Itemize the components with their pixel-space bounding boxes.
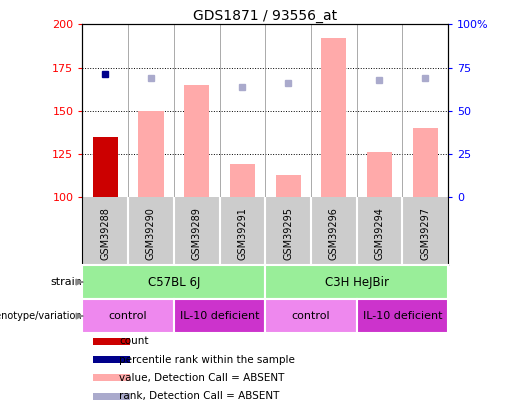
- Text: GSM39294: GSM39294: [374, 207, 385, 260]
- Text: count: count: [119, 336, 148, 346]
- Bar: [413, 128, 438, 197]
- Bar: [139, 111, 164, 197]
- Text: GSM39289: GSM39289: [192, 207, 202, 260]
- Bar: [230, 164, 255, 197]
- Bar: [367, 152, 392, 197]
- Text: percentile rank within the sample: percentile rank within the sample: [119, 354, 295, 364]
- Text: value, Detection Call = ABSENT: value, Detection Call = ABSENT: [119, 373, 284, 383]
- Bar: [174, 299, 265, 333]
- Text: rank, Detection Call = ABSENT: rank, Detection Call = ABSENT: [119, 391, 279, 401]
- Text: genotype/variation: genotype/variation: [0, 311, 82, 321]
- Text: GSM39291: GSM39291: [237, 207, 247, 260]
- Bar: [356, 299, 448, 333]
- Bar: [93, 136, 118, 197]
- Text: control: control: [291, 311, 330, 321]
- Text: GSM39296: GSM39296: [329, 207, 339, 260]
- Bar: [82, 265, 265, 299]
- Text: strain: strain: [50, 277, 82, 287]
- Bar: [93, 393, 130, 400]
- Title: GDS1871 / 93556_at: GDS1871 / 93556_at: [193, 9, 337, 23]
- Bar: [93, 356, 130, 363]
- Text: GSM39297: GSM39297: [420, 207, 430, 260]
- Text: C57BL 6J: C57BL 6J: [148, 275, 200, 289]
- Text: IL-10 deficient: IL-10 deficient: [180, 311, 259, 321]
- Bar: [184, 85, 209, 197]
- Text: GSM39295: GSM39295: [283, 207, 293, 260]
- Text: C3H HeJBir: C3H HeJBir: [324, 275, 389, 289]
- Text: control: control: [109, 311, 147, 321]
- Bar: [265, 299, 356, 333]
- Bar: [265, 265, 448, 299]
- Text: GSM39290: GSM39290: [146, 207, 156, 260]
- Bar: [276, 175, 301, 197]
- Bar: [93, 375, 130, 381]
- Text: GSM39288: GSM39288: [100, 207, 110, 260]
- Bar: [321, 38, 347, 197]
- Bar: [93, 338, 130, 345]
- Text: IL-10 deficient: IL-10 deficient: [363, 311, 442, 321]
- Bar: [82, 299, 174, 333]
